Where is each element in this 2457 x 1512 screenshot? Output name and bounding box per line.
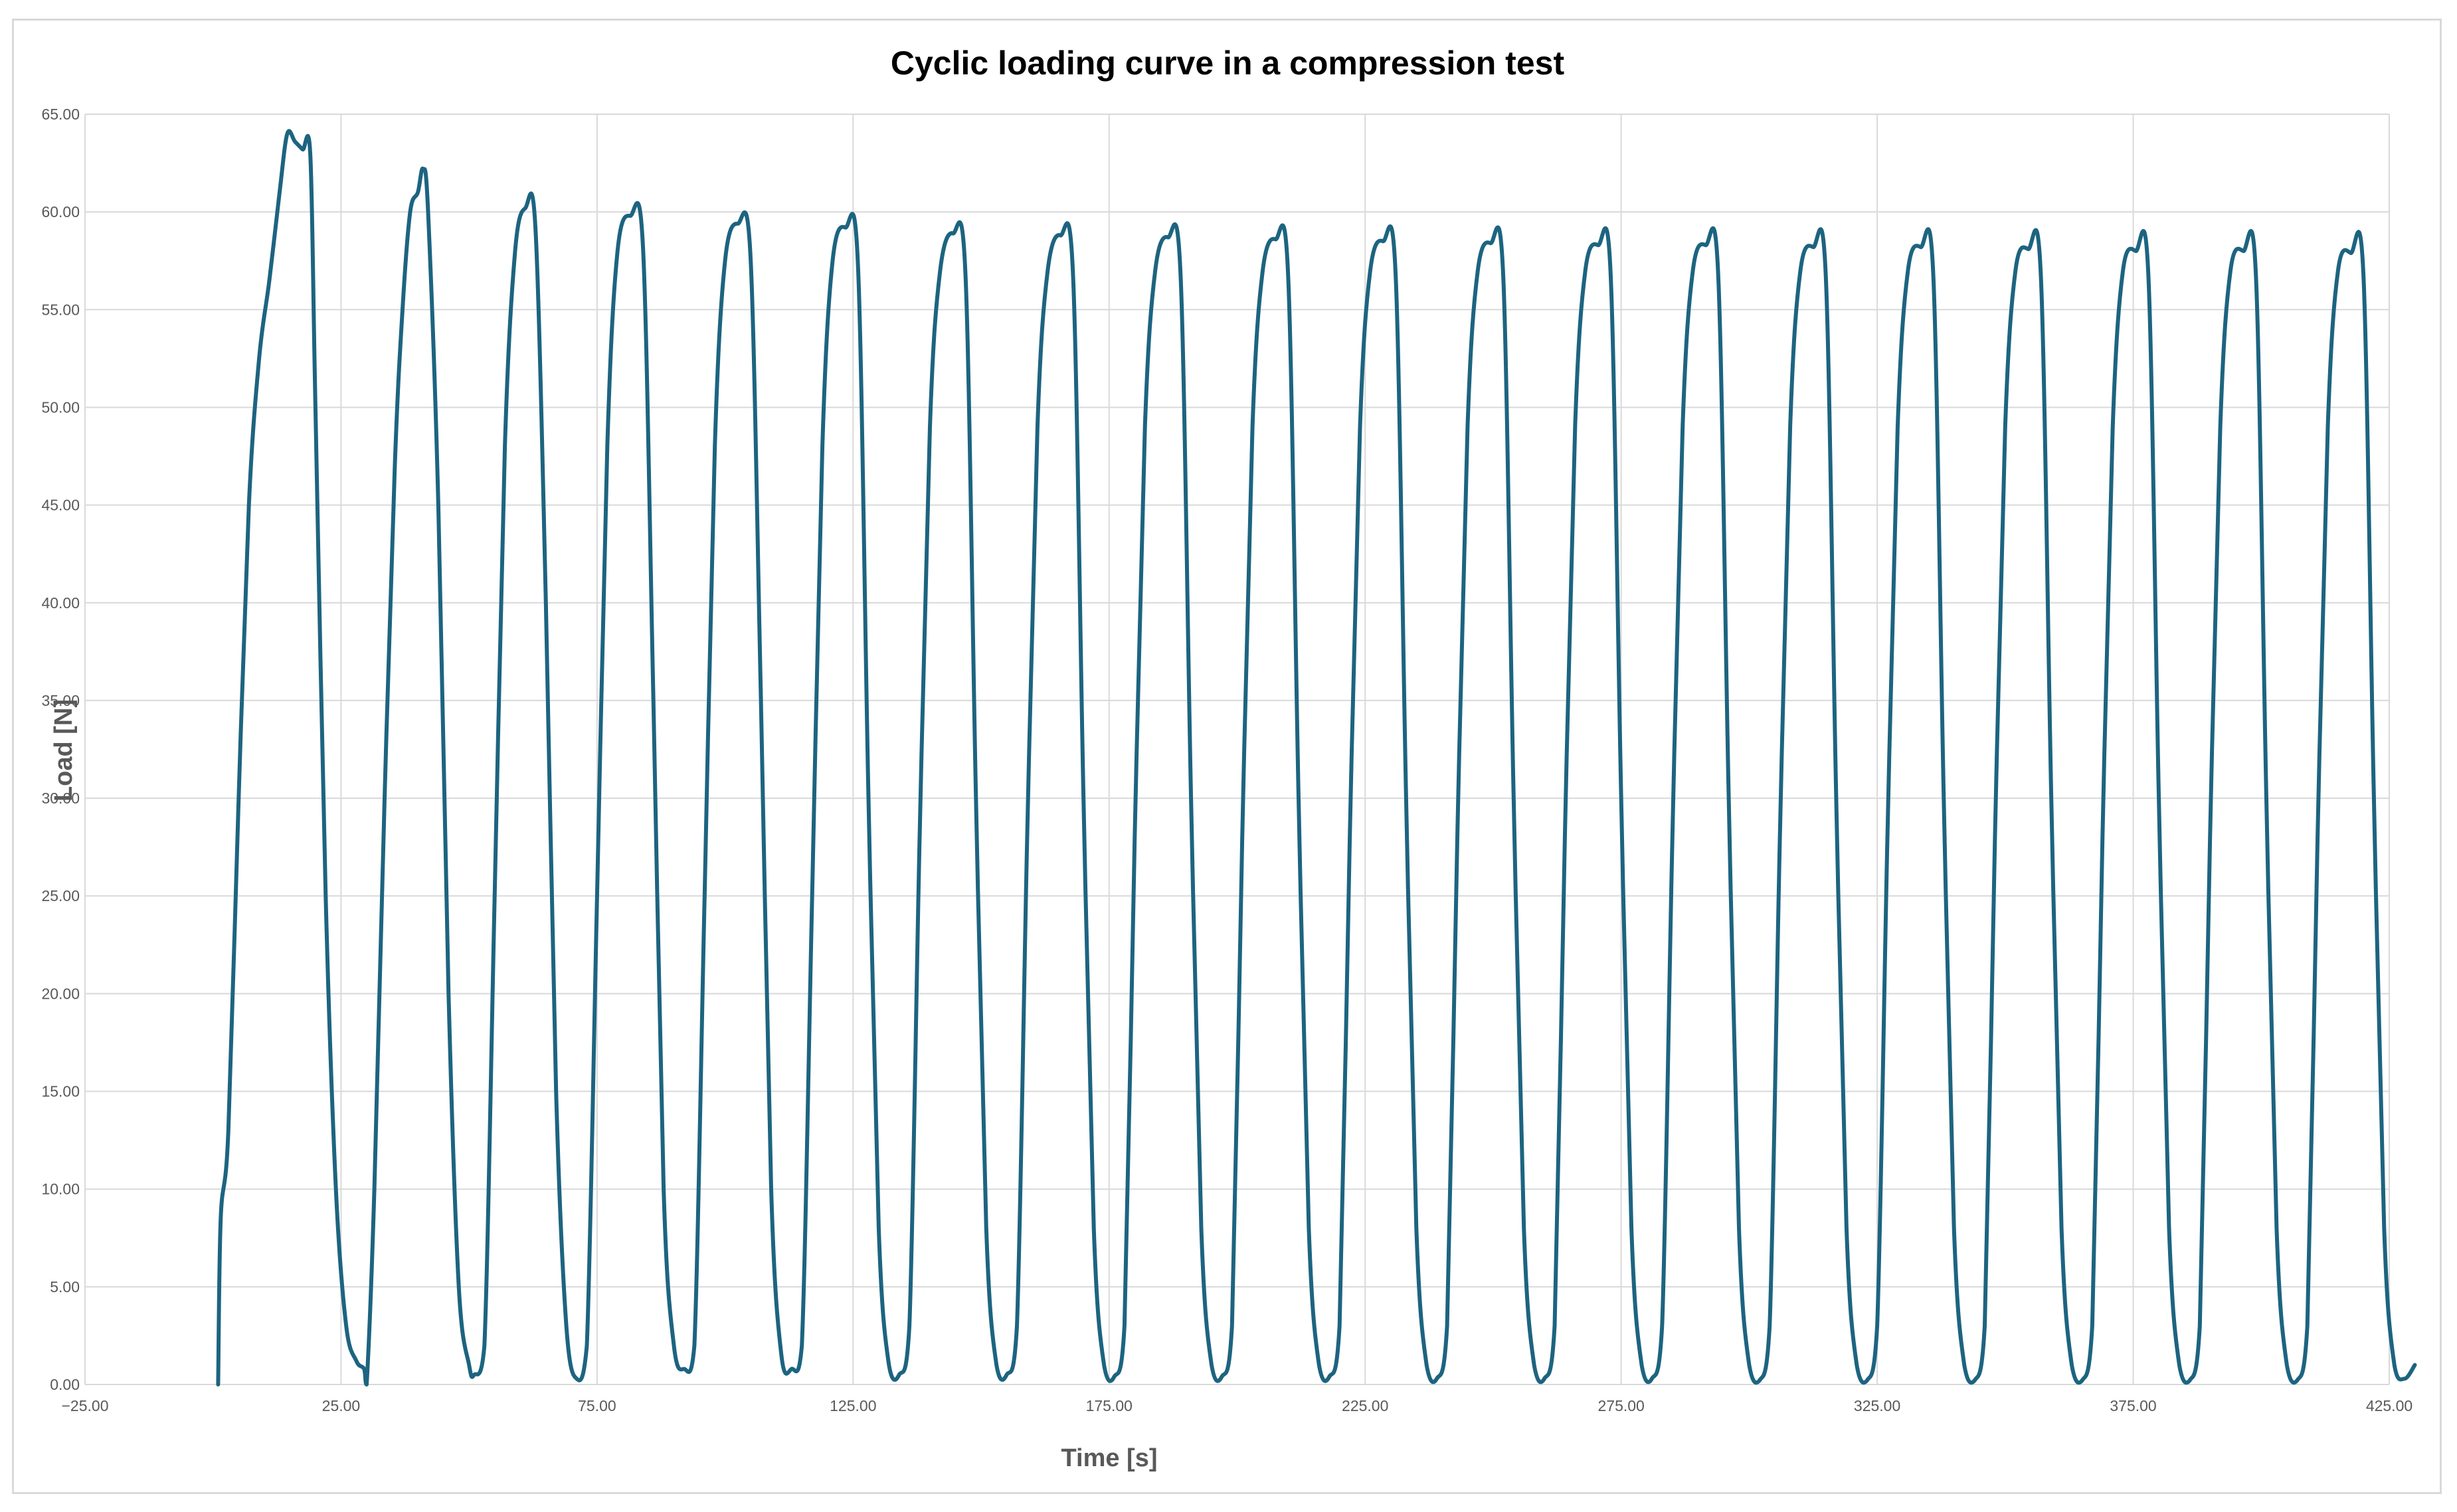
- gridlines: [84, 114, 2390, 1385]
- y-tick-label: 25.00: [41, 887, 80, 904]
- x-tick-label: 225.00: [1342, 1397, 1388, 1414]
- y-tick-label: 35.00: [41, 692, 80, 709]
- x-tick-label: 375.00: [2110, 1397, 2156, 1414]
- y-tick-label: 20.00: [41, 985, 80, 1002]
- y-tick-label: 0.00: [50, 1376, 80, 1393]
- y-tick-label: 55.00: [41, 301, 80, 318]
- x-axis-tick-labels: −25.00 25.00 75.00 125.00 175.00 225.00 275.00…: [62, 1397, 2413, 1414]
- x-tick-label: 325.00: [1854, 1397, 1900, 1414]
- y-axis-title: Load [N]: [50, 699, 78, 801]
- y-tick-label: 10.00: [41, 1181, 80, 1198]
- y-tick-label: 30.00: [41, 790, 80, 807]
- y-tick-label: 65.00: [41, 106, 80, 123]
- y-tick-label: 50.00: [41, 398, 80, 416]
- y-tick-label: 5.00: [50, 1278, 80, 1296]
- x-tick-label: 275.00: [1597, 1397, 1644, 1414]
- y-tick-label: 40.00: [41, 594, 80, 612]
- chart-title: Cyclic loading curve in a compression te…: [891, 44, 1565, 82]
- chart-frame: [12, 19, 2442, 1494]
- y-axis-tick-labels: 0.00 5.00 10.00 15.00 20.00 25.00 30.00 35.00 40…: [41, 106, 80, 1393]
- load-series-line: [216, 129, 2417, 1386]
- x-tick-label: 25.00: [322, 1397, 361, 1414]
- y-tick-label: 60.00: [41, 203, 80, 220]
- x-tick-label: 75.00: [578, 1397, 616, 1414]
- series-layer: [216, 129, 2417, 1386]
- y-tick-label: 15.00: [41, 1083, 80, 1100]
- x-tick-label: −25.00: [62, 1397, 109, 1414]
- x-tick-label: 425.00: [2366, 1397, 2412, 1414]
- x-tick-label: 175.00: [1086, 1397, 1133, 1414]
- x-axis-title: Time [s]: [1061, 1444, 1157, 1472]
- y-tick-label: 45.00: [41, 497, 80, 514]
- x-tick-label: 125.00: [830, 1397, 876, 1414]
